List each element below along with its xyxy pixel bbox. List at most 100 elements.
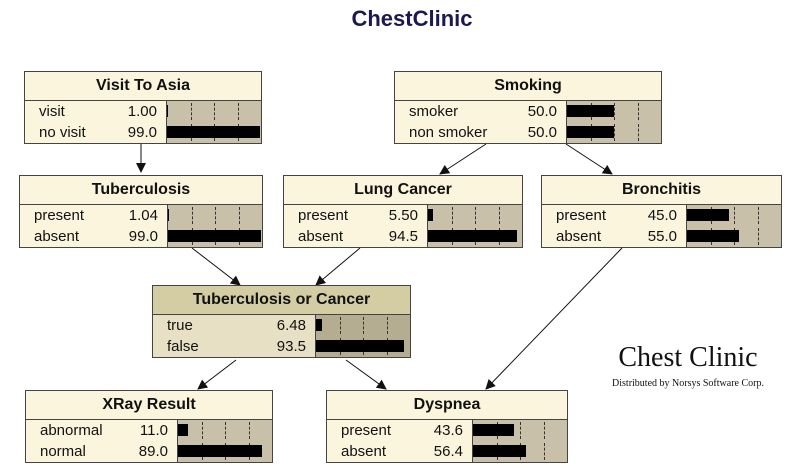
state-label: false: [167, 338, 199, 355]
node-title: Dyspnea: [327, 391, 567, 420]
gauge-tick: [758, 228, 759, 245]
state-probability: 6.48: [276, 317, 306, 334]
belief-bar: [168, 209, 169, 221]
state-probability: 1.04: [128, 207, 158, 224]
state-label: smoker: [409, 103, 459, 120]
belief-bar: [428, 209, 433, 221]
belief-bar: [687, 230, 739, 242]
gauge-tick: [239, 207, 240, 224]
state-row[interactable]: absent 99.0: [20, 226, 262, 247]
state-probability: 11.0: [139, 422, 168, 439]
gauge-tick: [638, 103, 639, 120]
node-visit-to-asia[interactable]: Visit To Asia visit 1.00 no visit 99.0: [24, 71, 262, 144]
state-row[interactable]: absent 94.5: [284, 226, 522, 247]
belief-gauge: [177, 441, 272, 462]
belief-bar: [178, 445, 262, 457]
state-probability: 50.0: [527, 124, 557, 141]
belief-gauge: [167, 226, 262, 247]
state-row[interactable]: false 93.5: [153, 336, 410, 357]
gauge-tick: [192, 207, 193, 224]
gauge-tick: [475, 207, 476, 224]
belief-gauge: [427, 226, 522, 247]
state-label: present: [341, 422, 392, 439]
state-label: absent: [298, 228, 344, 245]
state-row[interactable]: true 6.48: [153, 315, 410, 336]
belief-gauge: [166, 122, 261, 143]
state-label: visit: [39, 103, 65, 120]
state-probability: 56.4: [433, 443, 463, 460]
state-label: abnormal: [40, 422, 103, 439]
belief-gauge: [686, 226, 781, 247]
state-label: present: [34, 207, 85, 224]
belief-gauge: [686, 205, 781, 226]
gauge-tick: [734, 207, 735, 224]
gauge-tick: [614, 103, 615, 120]
state-probability: 94.5: [388, 228, 418, 245]
node-smoking[interactable]: Smoking smoker 50.0 non smoker 50.0: [394, 71, 662, 144]
node-title: Tuberculosis: [20, 176, 262, 205]
node-dyspnea[interactable]: Dyspnea present 43.6 absent 56.4: [326, 390, 568, 463]
state-row[interactable]: absent 55.0: [542, 226, 781, 247]
belief-bar: [168, 230, 261, 242]
gauge-tick: [214, 103, 215, 120]
belief-gauge: [166, 101, 261, 122]
gauge-tick: [499, 207, 500, 224]
node-tuberculosis[interactable]: Tuberculosis present 1.04 absent 99.0: [19, 175, 263, 248]
state-label: non smoker: [409, 124, 488, 141]
node-bronchitis[interactable]: Bronchitis present 45.0 absent 55.0: [541, 175, 782, 248]
state-probability: 93.5: [276, 338, 306, 355]
state-row[interactable]: no visit 99.0: [25, 122, 261, 143]
state-probability: 55.0: [647, 228, 677, 245]
gauge-tick: [544, 422, 545, 439]
belief-gauge: [427, 205, 522, 226]
edge-tuberculosis-to-tb-or-cancer: [191, 247, 241, 286]
belief-gauge: [315, 315, 410, 336]
node-lung-cancer[interactable]: Lung Cancer present 5.50 absent 94.5: [283, 175, 523, 248]
state-label: true: [167, 317, 193, 334]
node-title: Visit To Asia: [25, 72, 261, 101]
node-tuberculosis-or-cancer[interactable]: Tuberculosis or Cancer true 6.48 false 9…: [152, 285, 411, 358]
gauge-tick: [225, 422, 226, 439]
state-row[interactable]: present 5.50: [284, 205, 522, 226]
belief-bar: [567, 126, 614, 138]
state-probability: 43.6: [433, 422, 463, 439]
gauge-tick: [520, 422, 521, 439]
state-label: present: [298, 207, 349, 224]
state-row[interactable]: absent 56.4: [327, 441, 567, 462]
state-row[interactable]: present 43.6: [327, 420, 567, 441]
belief-gauge: [566, 122, 661, 143]
gauge-tick: [215, 207, 216, 224]
state-label: absent: [34, 228, 80, 245]
state-label: absent: [556, 228, 602, 245]
brand-subtitle: Distributed by Norsys Software Corp.: [612, 378, 764, 389]
belief-bar: [473, 424, 514, 436]
gauge-tick: [758, 207, 759, 224]
belief-gauge: [315, 336, 410, 357]
state-probability: 99.0: [128, 228, 158, 245]
state-row[interactable]: smoker 50.0: [395, 101, 661, 122]
brand-block: Chest Clinic Distributed by Norsys Softw…: [590, 342, 786, 389]
node-title: XRay Result: [26, 391, 272, 420]
state-probability: 5.50: [388, 207, 418, 224]
gauge-tick: [202, 422, 203, 439]
page-title: ChestClinic: [351, 6, 473, 31]
gauge-tick: [191, 103, 192, 120]
gauge-tick: [638, 124, 639, 141]
node-title: Smoking: [395, 72, 661, 101]
belief-gauge: [472, 441, 567, 462]
state-row[interactable]: visit 1.00: [25, 101, 261, 122]
gauge-tick: [544, 443, 545, 460]
state-row[interactable]: non smoker 50.0: [395, 122, 661, 143]
belief-bar: [428, 230, 517, 242]
gauge-tick: [387, 317, 388, 334]
node-xray-result[interactable]: XRay Result abnormal 11.0 normal 89.0: [25, 390, 273, 463]
belief-gauge: [177, 420, 272, 441]
belief-bar: [167, 126, 260, 138]
state-row[interactable]: present 45.0: [542, 205, 781, 226]
brand-title: Chest Clinic: [618, 342, 758, 373]
edge-smoking-to-lung-cancer: [439, 143, 487, 175]
state-row[interactable]: abnormal 11.0: [26, 420, 272, 441]
edge-tb-or-cancer-to-dyspnea: [345, 359, 387, 390]
state-row[interactable]: normal 89.0: [26, 441, 272, 462]
state-row[interactable]: present 1.04: [20, 205, 262, 226]
